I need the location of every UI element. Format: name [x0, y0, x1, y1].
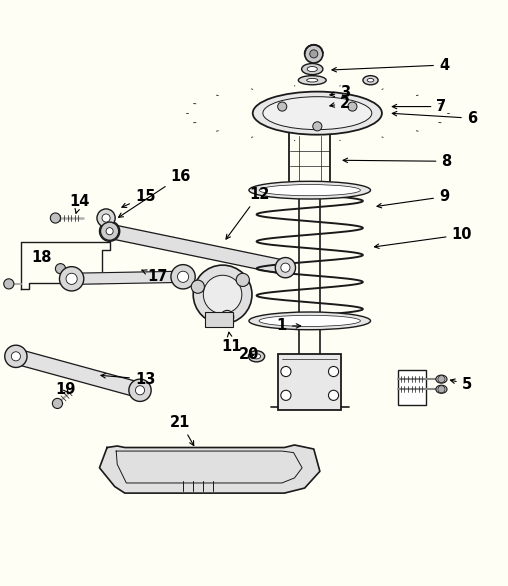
Circle shape: [106, 227, 113, 235]
Ellipse shape: [307, 79, 318, 82]
Text: 18: 18: [31, 250, 51, 265]
Circle shape: [329, 390, 339, 400]
Circle shape: [129, 379, 151, 401]
Circle shape: [11, 352, 20, 361]
Circle shape: [438, 376, 445, 383]
Circle shape: [438, 386, 445, 393]
Circle shape: [102, 214, 110, 222]
Ellipse shape: [252, 354, 261, 359]
Circle shape: [348, 102, 357, 111]
Text: 12: 12: [226, 187, 269, 239]
Ellipse shape: [249, 312, 370, 330]
Circle shape: [236, 273, 249, 287]
Text: 1: 1: [277, 318, 301, 333]
Ellipse shape: [249, 181, 370, 199]
Circle shape: [5, 345, 27, 367]
Circle shape: [177, 271, 188, 282]
Ellipse shape: [436, 385, 447, 393]
Text: 3: 3: [330, 86, 350, 100]
Circle shape: [97, 209, 115, 227]
Text: 6: 6: [392, 111, 477, 126]
Bar: [278, 354, 341, 410]
Text: 10: 10: [374, 227, 472, 248]
Circle shape: [203, 275, 242, 314]
Text: 8: 8: [343, 154, 452, 169]
Circle shape: [281, 366, 291, 377]
Circle shape: [306, 118, 316, 128]
Polygon shape: [108, 224, 287, 275]
Polygon shape: [100, 445, 320, 493]
Text: 16: 16: [118, 169, 190, 217]
Circle shape: [220, 311, 234, 323]
Polygon shape: [14, 349, 142, 397]
Circle shape: [101, 222, 119, 240]
Circle shape: [281, 263, 290, 272]
Text: 21: 21: [170, 415, 194, 445]
Polygon shape: [72, 271, 183, 284]
Circle shape: [50, 213, 60, 223]
Bar: [398, 370, 426, 406]
Text: 7: 7: [392, 99, 447, 114]
Ellipse shape: [259, 185, 360, 196]
Circle shape: [278, 102, 287, 111]
Circle shape: [329, 366, 339, 377]
Text: 15: 15: [122, 189, 155, 207]
Circle shape: [4, 279, 14, 289]
Bar: [205, 312, 233, 328]
Circle shape: [171, 265, 195, 289]
Circle shape: [52, 398, 62, 408]
Circle shape: [59, 267, 84, 291]
Ellipse shape: [436, 375, 447, 383]
Circle shape: [136, 386, 145, 395]
Text: 14: 14: [69, 195, 89, 213]
Text: 17: 17: [142, 270, 168, 284]
Circle shape: [191, 280, 204, 294]
Text: 2: 2: [330, 96, 350, 111]
Text: 20: 20: [239, 347, 259, 362]
Circle shape: [66, 273, 77, 284]
Ellipse shape: [300, 124, 322, 133]
Circle shape: [305, 45, 323, 63]
Ellipse shape: [248, 351, 265, 362]
Ellipse shape: [263, 97, 372, 130]
Ellipse shape: [302, 63, 323, 74]
Circle shape: [281, 390, 291, 400]
Ellipse shape: [363, 76, 378, 85]
Circle shape: [100, 221, 120, 241]
Circle shape: [310, 50, 318, 58]
Ellipse shape: [259, 315, 360, 326]
Circle shape: [193, 265, 252, 324]
Text: 9: 9: [377, 189, 449, 208]
Circle shape: [55, 264, 66, 274]
Circle shape: [275, 257, 296, 278]
Circle shape: [313, 122, 322, 131]
Circle shape: [105, 227, 114, 236]
Ellipse shape: [307, 67, 318, 71]
Text: 11: 11: [221, 332, 241, 354]
Ellipse shape: [367, 79, 374, 82]
Text: 19: 19: [55, 381, 76, 397]
Text: 4: 4: [332, 57, 449, 73]
Ellipse shape: [298, 76, 326, 85]
Ellipse shape: [253, 91, 382, 135]
Text: 13: 13: [101, 372, 155, 387]
Text: 5: 5: [451, 377, 472, 391]
